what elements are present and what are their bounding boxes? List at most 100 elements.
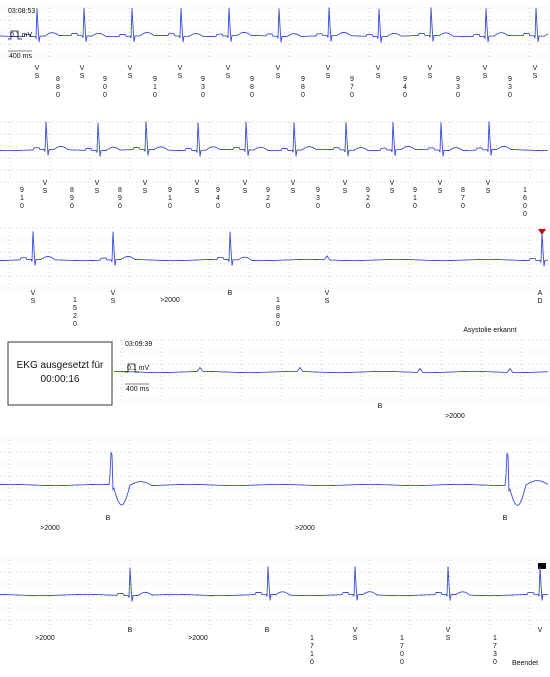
char: V bbox=[95, 180, 100, 187]
char: S bbox=[325, 298, 330, 305]
char: S bbox=[446, 635, 451, 642]
char: V bbox=[111, 290, 116, 297]
char: 1 bbox=[276, 297, 280, 304]
char: 1 bbox=[310, 635, 314, 642]
char: V bbox=[483, 65, 488, 72]
event-label: Asystolie erkannt bbox=[463, 327, 516, 334]
char: 0 bbox=[118, 203, 122, 210]
char: V bbox=[178, 65, 183, 72]
char: 1 bbox=[20, 195, 24, 202]
char: 3 bbox=[456, 84, 460, 91]
char: S bbox=[35, 73, 40, 80]
char: 1 bbox=[73, 297, 77, 304]
char: D bbox=[537, 298, 542, 305]
char: B bbox=[265, 627, 270, 634]
char: 8 bbox=[461, 187, 465, 194]
char: 2 bbox=[73, 313, 77, 320]
char: 4 bbox=[216, 195, 220, 202]
char: V bbox=[243, 180, 248, 187]
calibration-duration: 400 ms bbox=[9, 53, 32, 60]
char: V bbox=[533, 65, 538, 72]
char: S bbox=[428, 73, 433, 80]
char: 0 bbox=[316, 203, 320, 210]
rr-interval: >2000 bbox=[160, 297, 180, 304]
char: S bbox=[343, 188, 348, 195]
char: 9 bbox=[168, 187, 172, 194]
char: V bbox=[143, 180, 148, 187]
char: 0 bbox=[493, 659, 497, 666]
char: S bbox=[80, 73, 85, 80]
ecg-trace bbox=[0, 121, 548, 157]
char: S bbox=[533, 73, 538, 80]
char: 2 bbox=[366, 195, 370, 202]
char: V bbox=[486, 180, 491, 187]
char: 9 bbox=[153, 76, 157, 83]
char: S bbox=[143, 188, 148, 195]
ecg-trace bbox=[0, 7, 549, 43]
char: V bbox=[353, 627, 358, 634]
ecg-trace bbox=[114, 366, 548, 374]
char: S bbox=[178, 73, 183, 80]
char: 8 bbox=[70, 187, 74, 194]
char: 7 bbox=[493, 643, 497, 650]
char: 0 bbox=[73, 321, 77, 328]
char: 9 bbox=[216, 187, 220, 194]
calibration-amplitude: 0.1 mV bbox=[10, 32, 33, 39]
char: 5 bbox=[73, 305, 77, 312]
char: S bbox=[111, 298, 116, 305]
char: 0 bbox=[103, 92, 107, 99]
char: 8 bbox=[118, 187, 122, 194]
char: 9 bbox=[70, 195, 74, 202]
char: S bbox=[243, 188, 248, 195]
alarm-marker bbox=[538, 229, 546, 235]
timestamp: 03:09:39 bbox=[125, 341, 152, 348]
char: V bbox=[376, 65, 381, 72]
char: 0 bbox=[403, 92, 407, 99]
event-label: Beendet bbox=[512, 660, 538, 667]
char: 8 bbox=[301, 84, 305, 91]
char: 9 bbox=[413, 187, 417, 194]
char: S bbox=[95, 188, 100, 195]
char: V bbox=[291, 180, 296, 187]
calibration-amplitude: 0.1 mV bbox=[127, 365, 150, 372]
char: 1 bbox=[413, 195, 417, 202]
char: 9 bbox=[366, 187, 370, 194]
char: 9 bbox=[316, 187, 320, 194]
char: V bbox=[195, 180, 200, 187]
char: 3 bbox=[201, 84, 205, 91]
char: 0 bbox=[56, 92, 60, 99]
pause-box bbox=[7, 341, 113, 406]
char: 7 bbox=[310, 643, 314, 650]
char: 0 bbox=[413, 203, 417, 210]
char: V bbox=[438, 180, 443, 187]
char: S bbox=[226, 73, 231, 80]
char: B bbox=[128, 627, 133, 634]
char: V bbox=[226, 65, 231, 72]
char: B bbox=[503, 515, 508, 522]
char: 0 bbox=[523, 203, 527, 210]
char: 1 bbox=[493, 635, 497, 642]
pause-duration: 00:00:16 bbox=[41, 374, 80, 385]
rr-interval: >2000 bbox=[445, 413, 465, 420]
char: V bbox=[128, 65, 133, 72]
char: S bbox=[483, 73, 488, 80]
char: 0 bbox=[201, 92, 205, 99]
